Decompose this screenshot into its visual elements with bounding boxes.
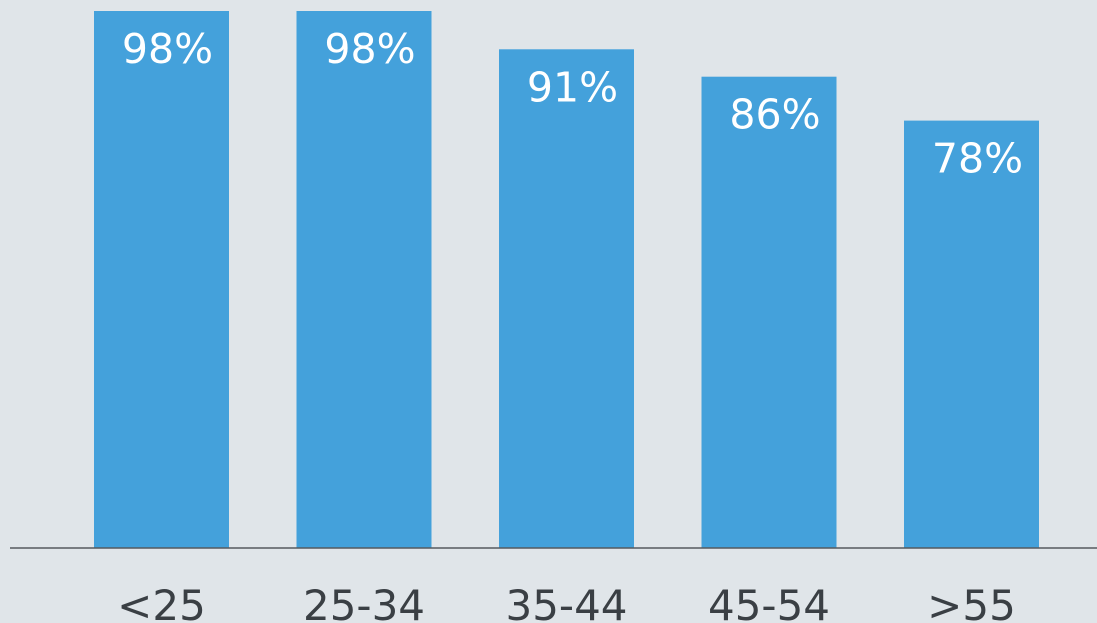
bar-2 xyxy=(499,49,634,549)
bar-4 xyxy=(904,120,1039,548)
bar-value-label: 91% xyxy=(527,63,618,111)
x-tick-label: 45-54 xyxy=(708,581,830,623)
bar-value-label: 86% xyxy=(729,91,820,139)
x-tick-label: >55 xyxy=(927,581,1016,623)
x-tick-label: 25-34 xyxy=(303,581,425,623)
x-tick-label: <25 xyxy=(117,581,206,623)
x-tick-label: 35-44 xyxy=(505,581,627,623)
x-tick-labels-group: <25 25-34 35-44 45-54 >55 xyxy=(117,581,1016,623)
bar-value-label: 78% xyxy=(932,135,1023,183)
bar-1 xyxy=(296,11,432,548)
bar-3 xyxy=(701,76,837,548)
bar-value-label: 98% xyxy=(324,25,415,73)
bar-0 xyxy=(94,11,229,548)
bar-value-label: 98% xyxy=(122,25,213,73)
bars-group: 98% 98% 91% 86% 78% xyxy=(94,11,1039,549)
